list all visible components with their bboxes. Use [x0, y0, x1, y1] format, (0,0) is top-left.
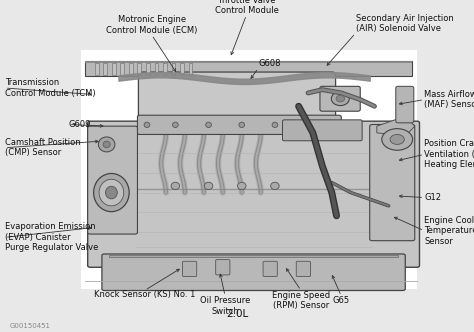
Polygon shape: [377, 116, 415, 136]
Text: Secondary Air Injection
(AIR) Solenoid Valve: Secondary Air Injection (AIR) Solenoid V…: [356, 14, 453, 33]
Text: Motronic Engine
Control Module (ECM): Motronic Engine Control Module (ECM): [106, 16, 197, 35]
Bar: [85, 61, 412, 63]
Text: Evaporation Emission
(EVAP) Canister
Purge Regulator Valve: Evaporation Emission (EVAP) Canister Pur…: [5, 222, 98, 252]
FancyBboxPatch shape: [283, 120, 362, 141]
Text: Camshaft Position
(CMP) Sensor: Camshaft Position (CMP) Sensor: [5, 138, 81, 157]
Ellipse shape: [327, 122, 332, 127]
Bar: [109, 255, 398, 257]
Ellipse shape: [382, 129, 412, 150]
Bar: [112, 63, 116, 75]
Ellipse shape: [206, 122, 211, 127]
Bar: [155, 63, 158, 75]
FancyBboxPatch shape: [370, 124, 415, 241]
Ellipse shape: [272, 122, 278, 127]
FancyBboxPatch shape: [182, 261, 197, 277]
FancyBboxPatch shape: [85, 61, 412, 76]
FancyBboxPatch shape: [296, 261, 310, 277]
Ellipse shape: [239, 122, 245, 127]
Text: Oil Pressure
Switch: Oil Pressure Switch: [200, 296, 250, 315]
Text: Mass Airflow
(MAF) Sensor: Mass Airflow (MAF) Sensor: [424, 90, 474, 109]
Bar: [163, 63, 167, 75]
FancyBboxPatch shape: [216, 260, 230, 275]
Bar: [95, 63, 99, 75]
Bar: [180, 63, 184, 75]
Ellipse shape: [171, 182, 180, 190]
Bar: [129, 63, 133, 75]
Ellipse shape: [331, 92, 349, 106]
Ellipse shape: [103, 141, 110, 148]
Ellipse shape: [271, 182, 279, 190]
FancyBboxPatch shape: [263, 261, 277, 277]
Bar: [137, 63, 141, 75]
Bar: [103, 63, 107, 75]
Text: G609: G609: [69, 120, 91, 129]
Ellipse shape: [305, 122, 311, 127]
FancyBboxPatch shape: [88, 121, 419, 267]
Ellipse shape: [99, 137, 115, 152]
FancyBboxPatch shape: [138, 72, 336, 122]
FancyBboxPatch shape: [137, 115, 341, 134]
Text: Position Crankcase
Ventilation (PCV)
Heating Element: Position Crankcase Ventilation (PCV) Hea…: [424, 139, 474, 169]
Bar: [189, 63, 192, 75]
Text: G608: G608: [258, 59, 281, 68]
FancyBboxPatch shape: [81, 50, 417, 289]
Bar: [172, 63, 175, 75]
Ellipse shape: [99, 179, 124, 206]
Ellipse shape: [237, 182, 246, 190]
Bar: [146, 63, 150, 75]
Bar: [120, 63, 124, 75]
Ellipse shape: [173, 122, 178, 127]
Text: Transmission
Control Module (TCM): Transmission Control Module (TCM): [5, 78, 95, 98]
Text: G00150451: G00150451: [9, 323, 50, 329]
Ellipse shape: [94, 173, 129, 212]
Text: G12: G12: [424, 193, 441, 202]
Text: Engine Speed
(RPM) Sensor: Engine Speed (RPM) Sensor: [272, 290, 330, 310]
Ellipse shape: [204, 182, 213, 190]
Ellipse shape: [105, 186, 117, 199]
FancyBboxPatch shape: [88, 126, 137, 234]
Ellipse shape: [144, 122, 150, 127]
Text: Knock Sensor (KS) No. 1: Knock Sensor (KS) No. 1: [94, 290, 195, 299]
FancyBboxPatch shape: [396, 86, 414, 123]
Ellipse shape: [390, 134, 404, 144]
Text: 2.0L: 2.0L: [226, 309, 248, 319]
FancyBboxPatch shape: [102, 254, 405, 290]
Text: Engine Coolant
Temperature (ECT)
Sensor: Engine Coolant Temperature (ECT) Sensor: [424, 216, 474, 246]
Ellipse shape: [336, 95, 345, 102]
Text: G65: G65: [333, 296, 350, 305]
Text: Throttle Valve
Control Module: Throttle Valve Control Module: [215, 0, 278, 15]
FancyBboxPatch shape: [320, 86, 360, 111]
